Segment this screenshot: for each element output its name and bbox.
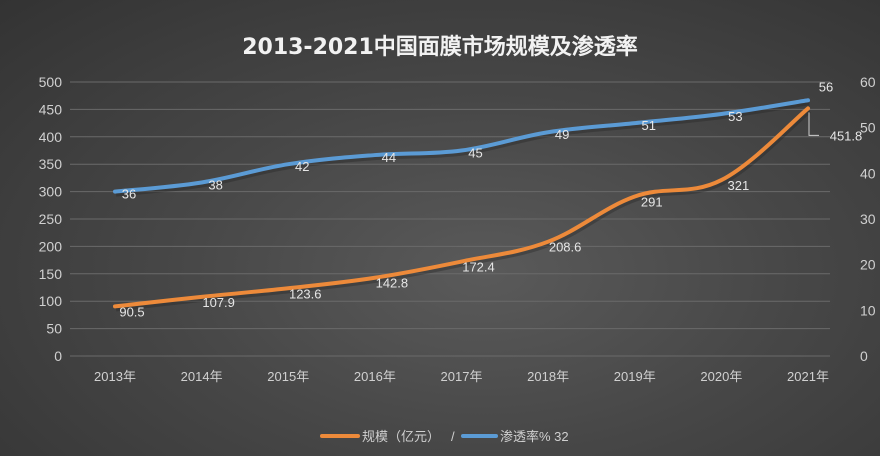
series-group xyxy=(113,98,811,312)
data-label: 45 xyxy=(468,146,482,161)
data-label: 56 xyxy=(819,79,833,94)
x-tick-label: 2018年 xyxy=(527,369,569,384)
x-tick-label: 2014年 xyxy=(181,369,223,384)
x-tick-label: 2016年 xyxy=(354,369,396,384)
data-label: 291 xyxy=(641,195,663,210)
right-tick-label: 40 xyxy=(860,165,876,181)
data-label: 53 xyxy=(728,109,742,124)
data-label: 172.4 xyxy=(462,260,495,275)
data-label: 208.6 xyxy=(549,240,582,255)
right-tick-label: 10 xyxy=(860,302,876,318)
right-tick-label: 20 xyxy=(860,257,876,273)
legend-separator: / xyxy=(451,429,455,444)
data-label: 38 xyxy=(208,177,222,192)
left-tick-label: 450 xyxy=(39,101,63,117)
data-label: 44 xyxy=(382,150,396,165)
left-tick-label: 350 xyxy=(39,156,63,172)
left-tick-label: 150 xyxy=(39,266,63,282)
data-label: 123.6 xyxy=(289,286,322,301)
series-shadow xyxy=(115,99,810,197)
legend-label-penetration: 渗透率% 32 xyxy=(500,429,569,444)
right-tick-label: 0 xyxy=(860,348,868,364)
left-tick-label: 500 xyxy=(39,74,63,90)
leader-line xyxy=(808,112,819,136)
data-labels: 90.5 107.9 123.6 142.8 172.4 208.6 291 321 451.8… xyxy=(119,79,862,319)
data-label: 321 xyxy=(728,178,750,193)
data-label: 107.9 xyxy=(202,295,235,310)
x-axis: 2013年 2014年 2015年 2016年 2017年 2018年 2019年 2020年… xyxy=(94,369,829,384)
left-tick-label: 400 xyxy=(39,129,63,145)
x-tick-label: 2013年 xyxy=(94,369,136,384)
x-tick-label: 2021年 xyxy=(787,369,829,384)
x-tick-label: 2019年 xyxy=(614,369,656,384)
left-axis: 0 50 100 150 200 250 300 350 400 450 500 xyxy=(39,74,63,364)
left-tick-label: 250 xyxy=(39,211,63,227)
left-tick-label: 0 xyxy=(54,348,62,364)
data-label: 42 xyxy=(295,159,309,174)
x-tick-label: 2017年 xyxy=(441,369,483,384)
left-tick-label: 300 xyxy=(39,184,63,200)
right-tick-label: 50 xyxy=(860,120,876,136)
data-label: 451.8 xyxy=(830,128,863,143)
left-tick-label: 200 xyxy=(39,238,63,254)
data-label: 90.5 xyxy=(119,304,144,319)
data-label: 49 xyxy=(555,127,569,142)
right-axis: 0 10 20 30 40 50 60 xyxy=(860,74,876,364)
gridlines xyxy=(70,81,830,357)
chart-title: 2013-2021中国面膜市场规模及渗透率 xyxy=(242,34,638,60)
data-label: 51 xyxy=(642,118,656,133)
series-shadow xyxy=(115,108,811,312)
data-label: 36 xyxy=(122,187,136,202)
series-line-scale xyxy=(113,106,810,309)
left-tick-label: 50 xyxy=(46,321,62,337)
right-tick-label: 60 xyxy=(860,74,876,90)
legend-label-scale: 规模（亿元） xyxy=(362,429,440,444)
legend: 规模（亿元） / 渗透率% 32 xyxy=(320,429,569,444)
x-tick-label: 2015年 xyxy=(267,369,309,384)
x-tick-label: 2020年 xyxy=(700,369,742,384)
left-tick-label: 100 xyxy=(39,293,63,309)
data-label: 142.8 xyxy=(376,276,409,291)
right-tick-label: 30 xyxy=(860,211,876,227)
